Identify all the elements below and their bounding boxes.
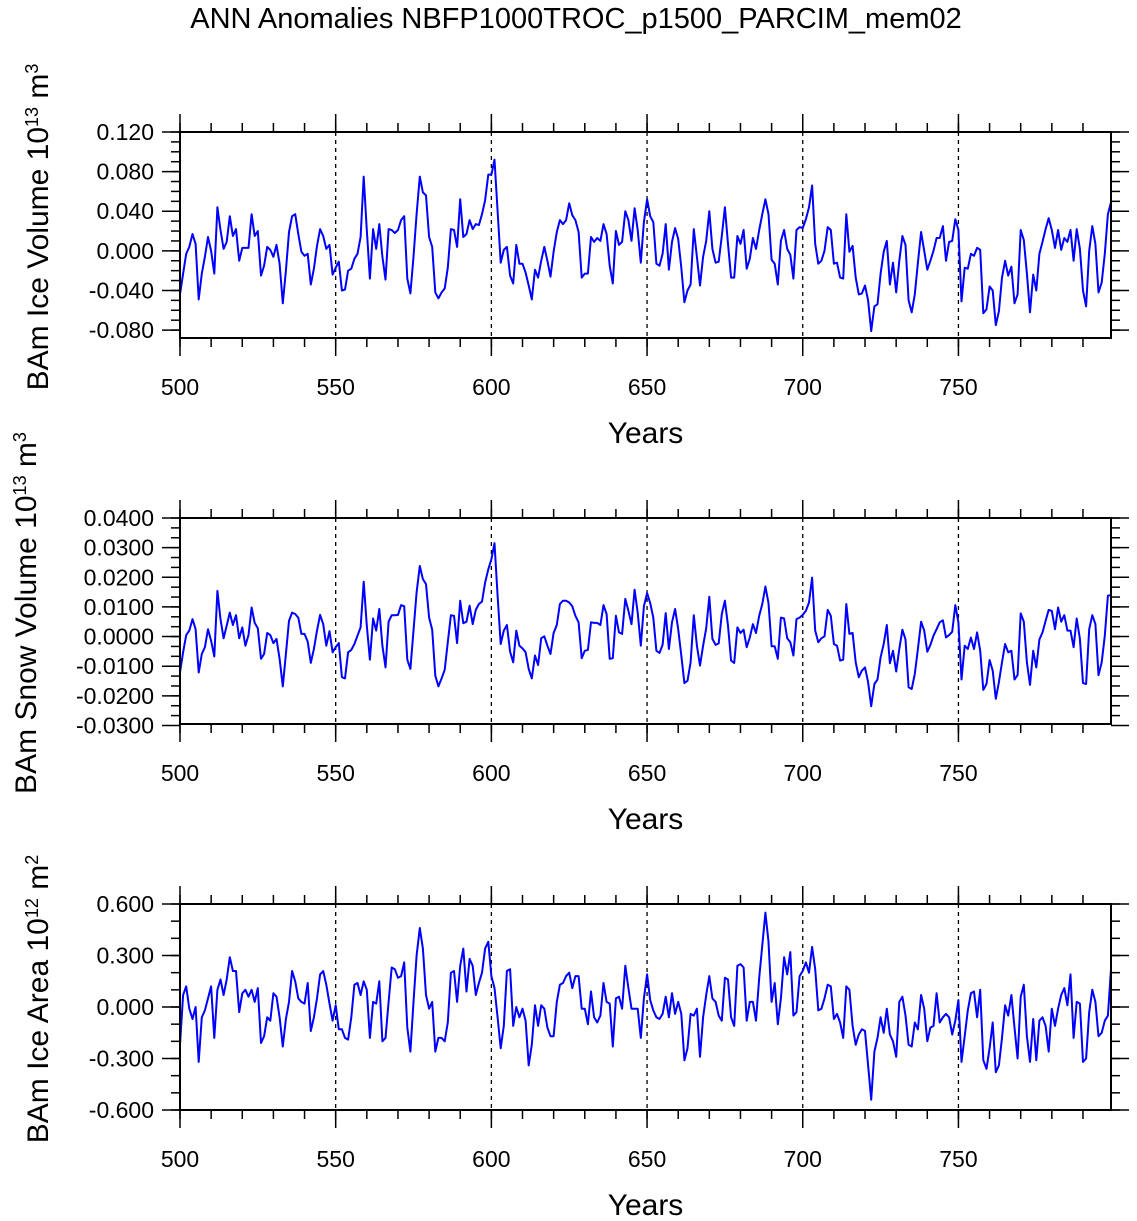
- x-tick-label: 550: [316, 374, 354, 400]
- y-axis-label: BAm Snow Volume 1013 m3: [10, 432, 43, 794]
- plot-frame: [179, 517, 1112, 725]
- y-tick-label: -0.040: [89, 277, 154, 303]
- x-tick-label: 550: [316, 1146, 354, 1172]
- y-tick-label: 0.0000: [84, 624, 154, 650]
- y-axis-label-unit-exp: 3: [22, 64, 42, 74]
- y-axis-label: BAm Ice Volume 1013 m3: [22, 64, 55, 391]
- x-tick-label: 650: [628, 1146, 666, 1172]
- x-tick-label: 650: [628, 374, 666, 400]
- y-tick-label: 0.000: [96, 238, 154, 264]
- panel-3: 500 550 600 650 700 750 0.600 0.300 0.000 -0.300 -…: [22, 855, 1129, 1221]
- y-tick-label: 0.600: [96, 891, 154, 917]
- y-axis-label-unit: m: [22, 74, 55, 107]
- x-tick-label: 700: [784, 1146, 822, 1172]
- y-tick-label: -0.0300: [76, 712, 154, 738]
- x-axis-label: Years: [608, 803, 684, 836]
- y-axis-label-main: BAm Ice Area 10: [22, 918, 55, 1143]
- x-axis-label: Years: [608, 417, 684, 450]
- y-tick-label: -0.080: [89, 317, 154, 343]
- x-tick-label: 650: [628, 760, 666, 786]
- panel-1: 500 550 600 650 700 750 0.120 0.080 0.040 0.000 -0…: [22, 64, 1129, 450]
- y-axis-label-main: BAm Snow Volume 10: [10, 495, 43, 794]
- x-tick-label: 500: [161, 374, 199, 400]
- y-axis-label: BAm Ice Area 1012 m2: [22, 855, 55, 1144]
- y-axis-label-exp: 12: [22, 898, 42, 918]
- y-tick-label: 0.080: [96, 159, 154, 185]
- y-tick-label: 0.300: [96, 943, 154, 969]
- x-tick-label: 700: [784, 374, 822, 400]
- data-series-line: [179, 911, 1112, 1101]
- x-tick-label: 700: [784, 760, 822, 786]
- x-tick-label: 600: [472, 1146, 510, 1172]
- y-tick-label: 0.0200: [84, 564, 154, 590]
- y-axis-label-exp: 13: [22, 107, 42, 127]
- plot-frame: [179, 131, 1112, 339]
- x-tick-label: 750: [939, 1146, 977, 1172]
- y-axis-label-exp: 13: [10, 475, 30, 495]
- y-tick-label: 0.040: [96, 198, 154, 224]
- x-tick-label: 500: [161, 760, 199, 786]
- data-series-line: [179, 158, 1112, 333]
- x-axis-label: Years: [608, 1189, 684, 1221]
- x-tick-label: 600: [472, 760, 510, 786]
- y-tick-label: -0.0100: [76, 653, 154, 679]
- x-tick-label: 550: [316, 760, 354, 786]
- y-axis-label-unit: m: [22, 865, 55, 898]
- y-axis-label-unit-exp: 2: [22, 855, 42, 865]
- y-tick-label: 0.0100: [84, 594, 154, 620]
- y-tick-label: 0.0400: [84, 505, 154, 531]
- y-tick-label: -0.0200: [76, 683, 154, 709]
- y-axis-label-unit-exp: 3: [10, 432, 30, 442]
- chart-title: ANN Anomalies NBFP1000TROC_p1500_PARCIM_…: [190, 3, 962, 35]
- data-series-line: [179, 542, 1112, 708]
- y-tick-label: 0.000: [96, 994, 154, 1020]
- x-tick-label: 500: [161, 1146, 199, 1172]
- x-tick-label: 600: [472, 374, 510, 400]
- y-tick-label: 0.120: [96, 119, 154, 145]
- y-tick-label: -0.600: [89, 1097, 154, 1123]
- y-axis-label-unit: m: [10, 442, 43, 475]
- y-axis-label-main: BAm Ice Volume 10: [22, 127, 55, 390]
- x-tick-label: 750: [939, 374, 977, 400]
- y-tick-label: -0.300: [89, 1046, 154, 1072]
- x-tick-label: 750: [939, 760, 977, 786]
- plot-frame: [179, 903, 1112, 1111]
- panel-2: 500 550 600 650 700 750 0.0400 0.0300 0.0200 0.01…: [10, 432, 1129, 836]
- y-tick-label: 0.0300: [84, 535, 154, 561]
